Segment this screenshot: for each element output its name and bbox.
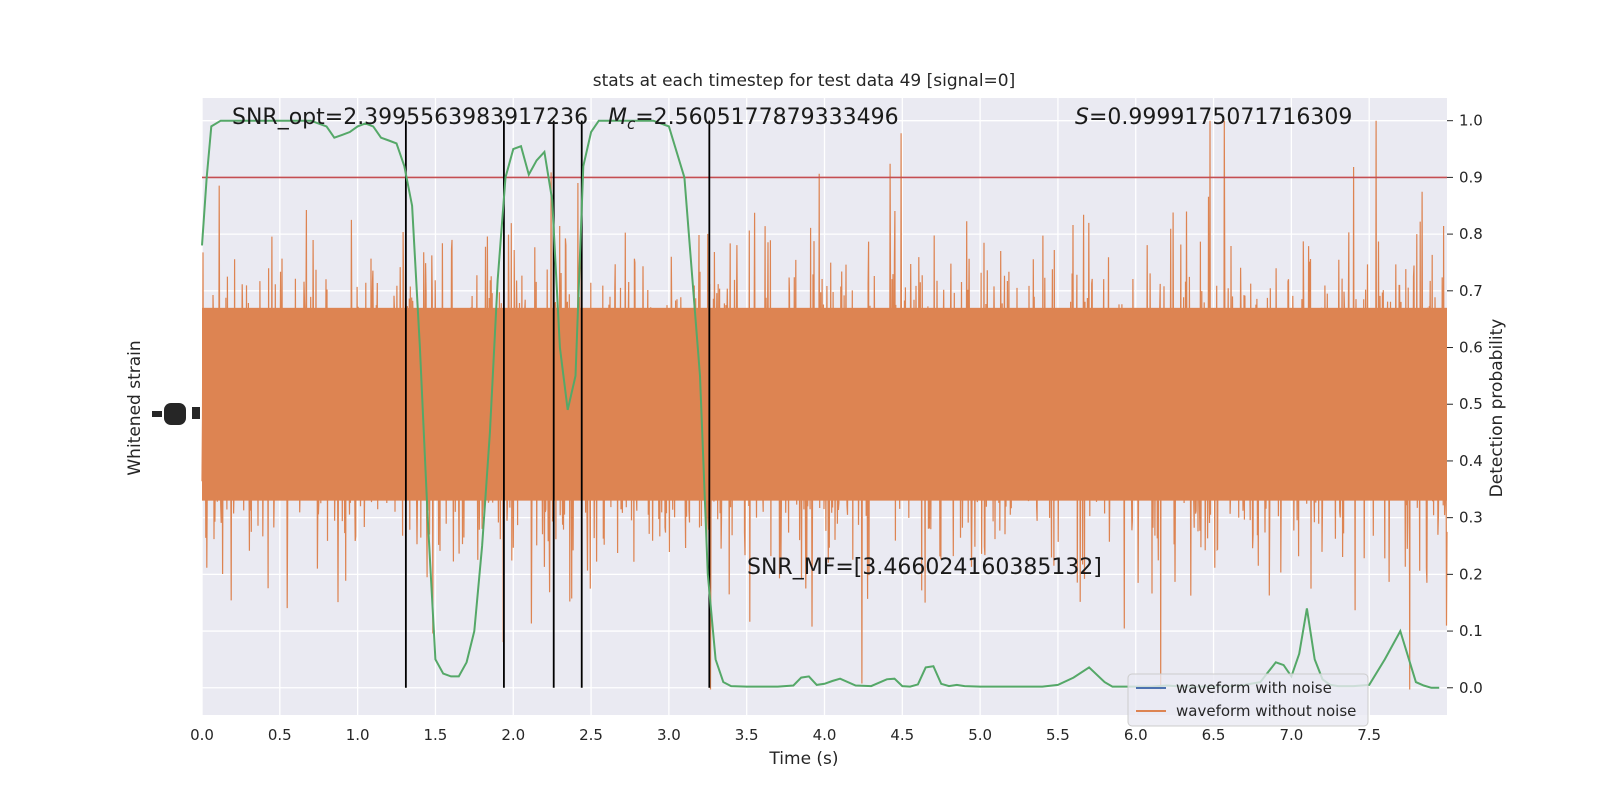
x-axis-ticks: 0.0 0.5 1.0 1.5 2.0 2.5 3.0 3.5 4.0 4.5 5.0 5.5 6.0 6… (190, 726, 1381, 744)
y-tick-label: 0.0 (1459, 679, 1483, 697)
left-tick-blob (152, 411, 162, 417)
x-tick-label: 2.5 (579, 726, 603, 744)
y-tick-label: 0.1 (1459, 622, 1483, 640)
chirp-mass-subscript: c (627, 115, 636, 133)
x-tick-label: 2.0 (501, 726, 525, 744)
x-tick-label: 0.5 (268, 726, 292, 744)
x-tick-label: 4.0 (813, 726, 837, 744)
x-tick-label: 1.0 (346, 726, 370, 744)
y-tick-label: 0.5 (1459, 395, 1483, 413)
s-annotation: S=0.9999175071716309 (1075, 105, 1352, 130)
x-tick-label: 3.0 (657, 726, 681, 744)
legend-label-without-noise: waveform without noise (1176, 702, 1356, 720)
y-tick-label: 0.8 (1459, 225, 1483, 243)
noise-core-band (202, 307, 1447, 501)
chirp-mass-annotation: Mc=2.5605177879333496 (608, 105, 899, 133)
chirp-mass-symbol: M (608, 105, 627, 130)
x-tick-label: 4.5 (890, 726, 914, 744)
right-y-axis-ticks: 0.0 0.1 0.2 0.3 0.4 0.5 0.6 0.7 0.8 0.9 1.0 (1447, 112, 1483, 697)
left-tick-blob (164, 403, 186, 425)
x-tick-label: 5.5 (1046, 726, 1070, 744)
y-tick-label: 0.7 (1459, 282, 1483, 300)
y-tick-label: 1.0 (1459, 112, 1483, 130)
x-tick-label: 3.5 (735, 726, 759, 744)
y-tick-label: 0.9 (1459, 168, 1483, 186)
x-tick-label: 6.5 (1202, 726, 1226, 744)
chart-title: stats at each timestep for test data 49 … (593, 71, 1016, 91)
left-tick-blob (192, 407, 200, 419)
x-axis-label: Time (s) (768, 749, 838, 769)
y-tick-label: 0.6 (1459, 339, 1483, 357)
legend-box (1127, 673, 1369, 727)
left-y-axis-label: Whitened strain (125, 340, 145, 475)
legend: waveform with noise waveform without noi… (1127, 673, 1369, 727)
waveform-without-noise-series (201, 120, 1448, 690)
right-y-axis-label: Detection probability (1487, 319, 1507, 498)
y-tick-label: 0.2 (1459, 565, 1483, 583)
legend-label-with-noise: waveform with noise (1176, 679, 1332, 697)
snr-mf-annotation: SNR_MF=[3.466024160385132] (747, 555, 1102, 580)
x-tick-label: 0.0 (190, 726, 214, 744)
x-tick-label: 1.5 (424, 726, 448, 744)
s-value: =0.9999175071716309 (1089, 105, 1352, 130)
x-tick-label: 7.0 (1279, 726, 1303, 744)
x-tick-label: 7.5 (1357, 726, 1381, 744)
y-tick-label: 0.4 (1459, 452, 1483, 470)
y-tick-label: 0.3 (1459, 509, 1483, 527)
chirp-mass-value: =2.5605177879333496 (635, 105, 898, 130)
x-tick-label: 6.0 (1124, 726, 1148, 744)
x-tick-label: 5.0 (968, 726, 992, 744)
left-axis-overlapping-ticks (152, 403, 200, 425)
s-symbol: S (1075, 105, 1089, 130)
snr-opt-annotation: SNR_opt=2.3995563983917236 (232, 105, 588, 130)
